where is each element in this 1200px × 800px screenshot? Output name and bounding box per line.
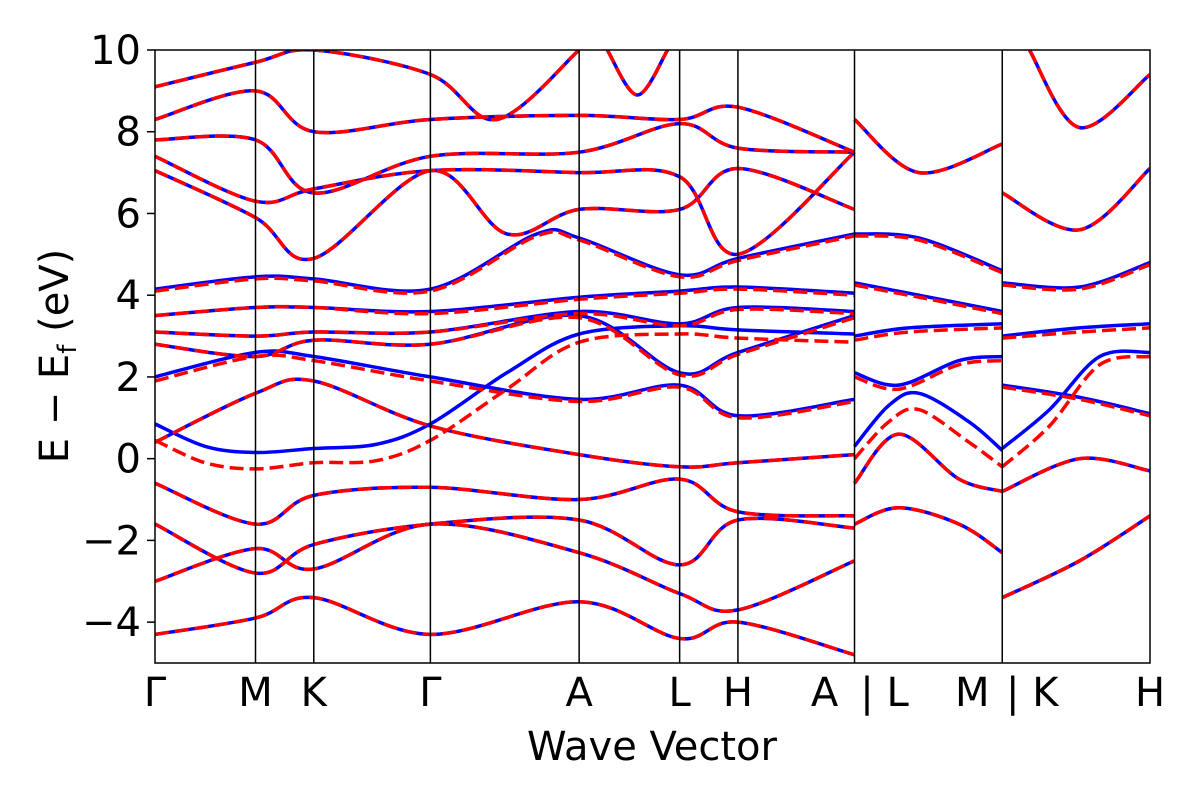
band-line: [854, 281, 1003, 314]
y-axis: −4 −2 0 2 4 6 8 10: [82, 28, 155, 646]
plot-frame: [154, 49, 1151, 664]
band-line: [155, 229, 855, 295]
band-line: [853, 407, 1004, 469]
band-line: [155, 227, 855, 293]
band-line: [1002, 322, 1150, 338]
y-axis-label-main: E − E: [32, 354, 78, 464]
band-line: [854, 234, 1003, 275]
band-line: [155, 515, 855, 576]
y-tick-label: 8: [116, 110, 141, 156]
band-line: [1001, 167, 1150, 232]
band-line: [854, 232, 1003, 273]
band-line: [853, 118, 1003, 175]
band-line: [853, 118, 1003, 175]
band-line: [155, 307, 855, 338]
x-tick-label: A: [565, 670, 593, 716]
bands-layer: [155, 50, 1150, 657]
x-tick-label: | L: [860, 670, 909, 716]
y-axis-label-tail: (eV): [32, 249, 78, 345]
band-line: [853, 432, 1003, 494]
series-blue-solid: [155, 50, 1150, 657]
y-tick-label: 6: [116, 191, 141, 237]
band-line: [1002, 260, 1150, 290]
band-line: [1002, 383, 1150, 416]
x-tick-label: H: [1135, 670, 1165, 716]
y-tick-label: 0: [116, 437, 141, 483]
y-tick-label: 2: [116, 355, 141, 401]
band-line: [1001, 349, 1150, 450]
x-tick-label: Γ: [144, 670, 167, 716]
band-line: [155, 595, 855, 657]
band-line: [155, 477, 855, 526]
x-tick-label: H: [723, 670, 753, 716]
band-line: [853, 432, 1003, 494]
band-line: [854, 322, 1003, 338]
y-axis-label-subscript: f: [53, 344, 83, 354]
band-line: [853, 505, 1004, 555]
band-line: [155, 315, 856, 378]
x-tick-label: M: [955, 670, 990, 716]
band-line: [605, 50, 670, 97]
band-line: [1002, 326, 1150, 340]
band-line: [155, 166, 856, 262]
band-line: [155, 349, 855, 418]
band-line: [155, 166, 856, 262]
band-line: [853, 358, 1003, 392]
band-line: [605, 50, 670, 97]
band-line: [155, 287, 855, 318]
x-tick-label: M: [238, 670, 273, 716]
band-line: [155, 89, 856, 154]
band-line: [853, 390, 1004, 452]
series-red-dashed: [155, 50, 1150, 657]
band-line: [155, 332, 855, 471]
band-line: [1027, 50, 1150, 130]
band-line: [155, 121, 855, 195]
band-line: [155, 50, 581, 122]
band-line: [854, 283, 1003, 316]
band-line: [155, 285, 855, 318]
x-tick-label: | K: [1006, 670, 1060, 716]
x-tick-label: A: [811, 670, 839, 716]
band-line: [1001, 354, 1150, 469]
y-tick-label: 10: [90, 28, 141, 74]
band-line: [1001, 514, 1150, 600]
band-line: [155, 522, 856, 613]
band-line: [854, 326, 1003, 342]
band-line: [155, 324, 855, 455]
x-tick-label: K: [301, 670, 329, 716]
kpoint-lines-layer: [254, 50, 1004, 663]
band-line: [155, 522, 856, 613]
y-tick-label: −4: [82, 600, 141, 646]
y-axis-label: E − Ef (eV): [32, 249, 83, 464]
band-line: [1001, 514, 1150, 600]
band-line: [1001, 456, 1150, 494]
band-line: [1001, 167, 1150, 232]
band-line: [155, 353, 855, 420]
band-line: [853, 354, 1003, 388]
band-line: [155, 150, 856, 257]
y-tick-label: 4: [116, 273, 141, 319]
y-tick-label: −2: [82, 518, 141, 564]
x-axis-label: Wave Vector: [527, 724, 778, 770]
band-line: [155, 313, 856, 376]
band-line: [155, 121, 855, 195]
x-tick-label: L: [668, 670, 691, 716]
x-tick-label: Γ: [419, 670, 442, 716]
band-line: [155, 377, 855, 469]
